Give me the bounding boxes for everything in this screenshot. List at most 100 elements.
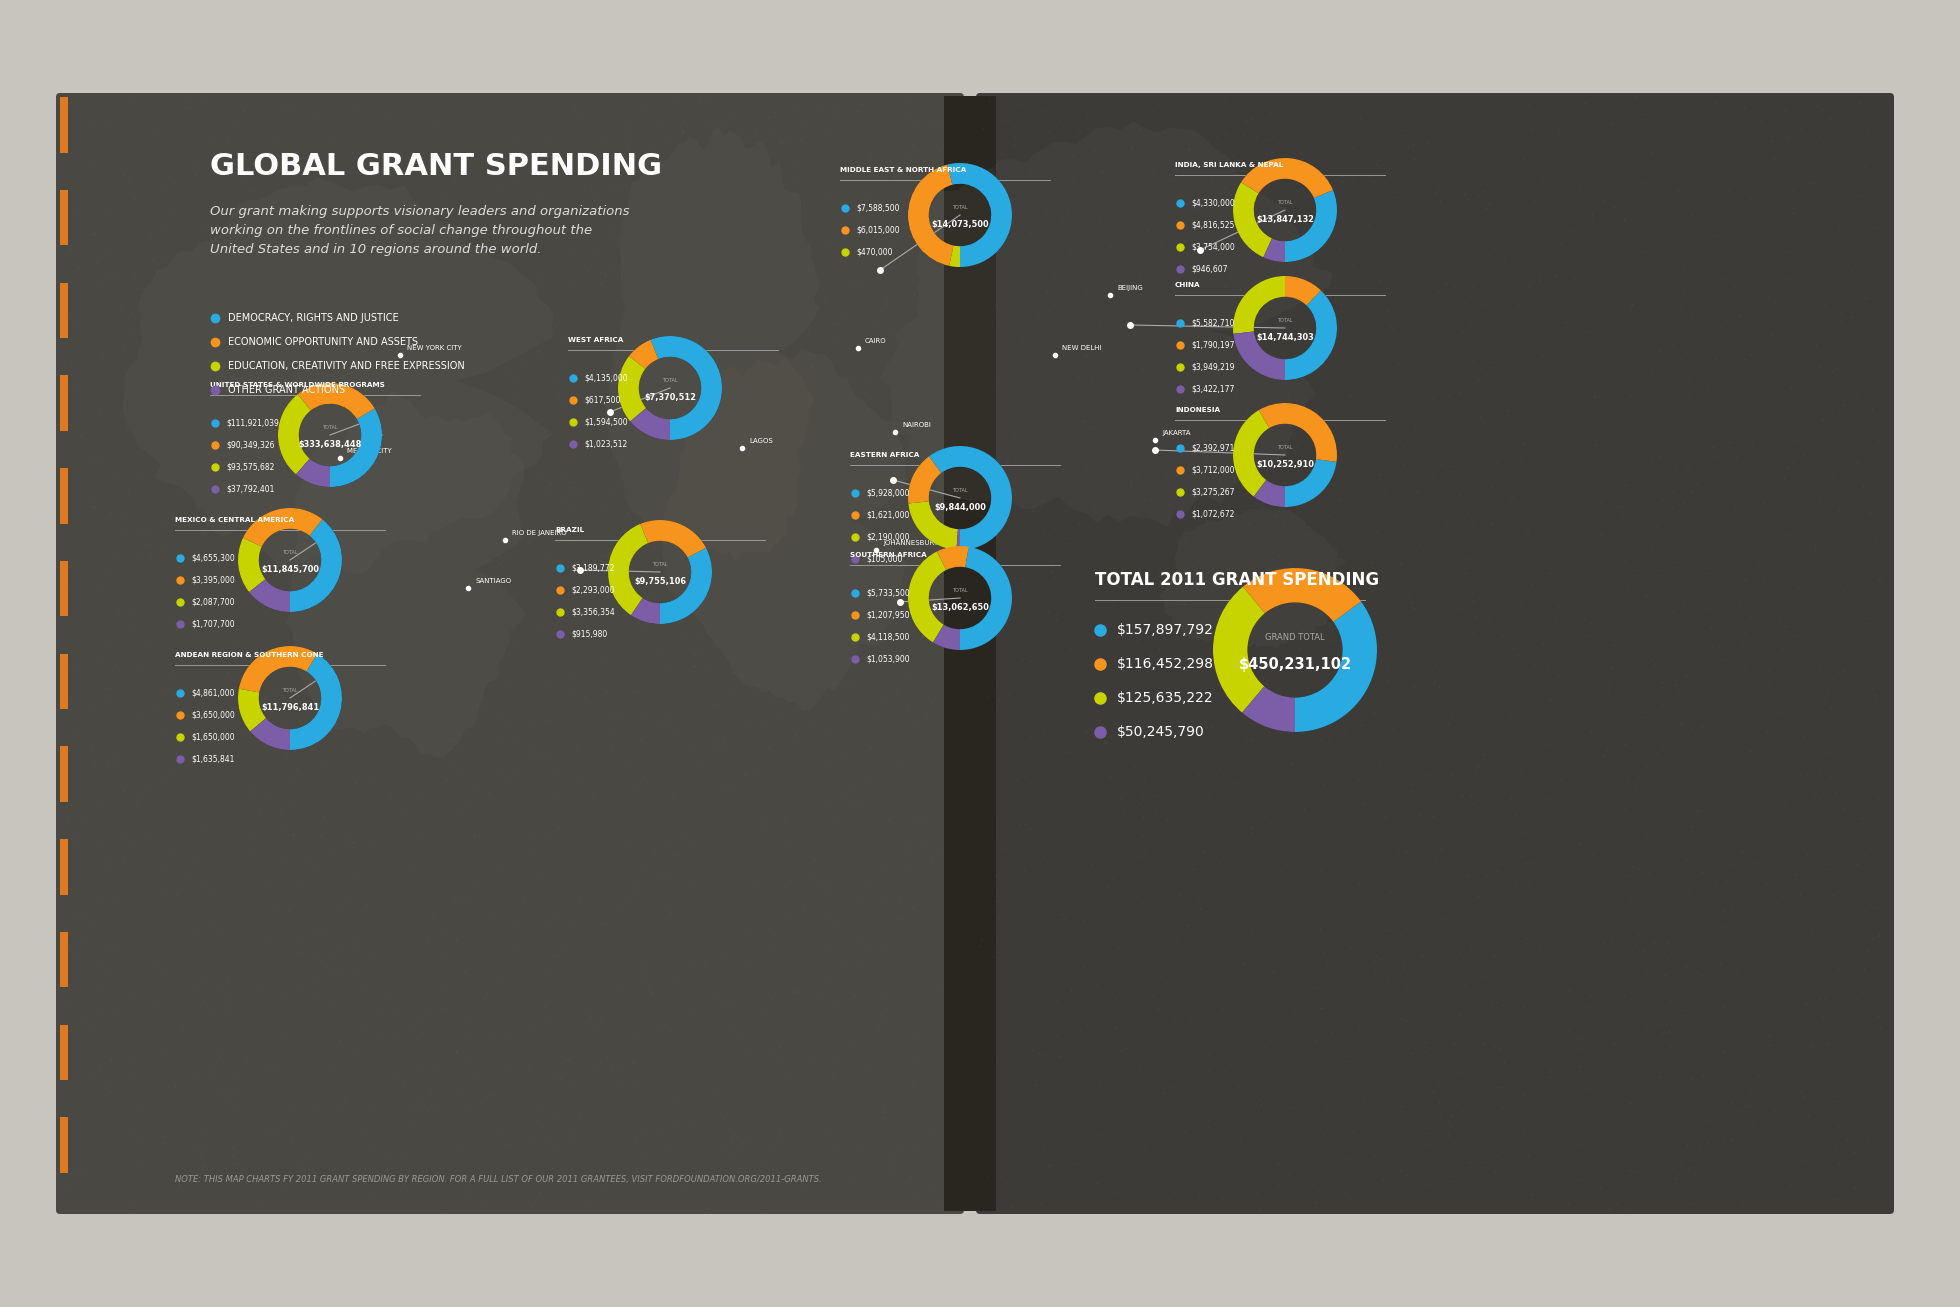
Bar	[61, 746, 69, 802]
Text: $3,650,000: $3,650,000	[190, 711, 235, 719]
Text: TOTAL: TOTAL	[953, 588, 968, 592]
Wedge shape	[608, 524, 649, 616]
Text: $157,897,792: $157,897,792	[1117, 623, 1213, 637]
Wedge shape	[1233, 403, 1337, 507]
Bar	[61, 190, 69, 246]
Text: $1,650,000: $1,650,000	[190, 732, 235, 741]
Text: NEW DELHI: NEW DELHI	[1062, 345, 1102, 352]
Text: INDIA, SRI LANKA & NEPAL: INDIA, SRI LANKA & NEPAL	[1174, 162, 1284, 169]
Wedge shape	[1233, 276, 1286, 333]
Text: $50,245,790: $50,245,790	[1117, 725, 1205, 738]
Wedge shape	[661, 548, 711, 623]
Wedge shape	[641, 520, 706, 558]
Wedge shape	[1258, 403, 1337, 461]
Text: INDONESIA: INDONESIA	[1174, 406, 1221, 413]
Text: JAKARTA: JAKARTA	[1162, 430, 1190, 437]
Wedge shape	[960, 546, 1011, 650]
Text: $5,928,000: $5,928,000	[866, 489, 909, 498]
Polygon shape	[1160, 507, 1345, 648]
Text: UNITED STATES & WORLDWIDE PROGRAMS: UNITED STATES & WORLDWIDE PROGRAMS	[210, 382, 384, 388]
Text: $3,422,177: $3,422,177	[1192, 384, 1235, 393]
Wedge shape	[237, 508, 341, 612]
Text: $125,635,222: $125,635,222	[1117, 691, 1213, 704]
Text: $93,575,682: $93,575,682	[225, 463, 274, 472]
Text: NEW YORK CITY: NEW YORK CITY	[408, 345, 463, 352]
Text: MEXICO CITY: MEXICO CITY	[347, 448, 392, 454]
Text: $5,733,500: $5,733,500	[866, 588, 909, 597]
Text: $4,861,000: $4,861,000	[190, 689, 235, 698]
Text: $7,370,512: $7,370,512	[645, 393, 696, 401]
Wedge shape	[290, 654, 341, 750]
Text: $617,500: $617,500	[584, 396, 621, 404]
FancyBboxPatch shape	[976, 93, 1893, 1214]
Wedge shape	[1233, 332, 1286, 380]
Text: $1,053,900: $1,053,900	[866, 655, 909, 664]
Text: $5,582,710: $5,582,710	[1192, 319, 1235, 328]
Text: $3,356,354: $3,356,354	[570, 608, 615, 617]
Text: SOUTHERN AFRICA: SOUTHERN AFRICA	[851, 552, 927, 558]
Wedge shape	[1286, 190, 1337, 261]
Wedge shape	[290, 519, 341, 612]
Text: $4,135,000: $4,135,000	[584, 374, 627, 383]
Text: SANTIAGO: SANTIAGO	[474, 578, 512, 584]
Bar	[61, 839, 69, 895]
Text: TOTAL: TOTAL	[1278, 318, 1294, 323]
Text: $1,594,500: $1,594,500	[584, 417, 627, 426]
Text: $13,847,132: $13,847,132	[1256, 214, 1313, 223]
Wedge shape	[1286, 290, 1337, 380]
Text: $9,755,106: $9,755,106	[633, 576, 686, 586]
Wedge shape	[239, 646, 318, 693]
Text: LAGOS: LAGOS	[749, 438, 772, 444]
Text: $90,349,326: $90,349,326	[225, 440, 274, 450]
Wedge shape	[629, 340, 659, 369]
Text: $470,000: $470,000	[857, 247, 892, 256]
Wedge shape	[907, 163, 1011, 267]
Text: TOTAL: TOTAL	[1278, 444, 1294, 450]
Wedge shape	[651, 336, 721, 440]
Polygon shape	[880, 122, 1333, 527]
Bar	[61, 375, 69, 431]
FancyBboxPatch shape	[57, 93, 964, 1214]
Wedge shape	[631, 408, 670, 440]
Text: $1,207,950: $1,207,950	[866, 610, 909, 620]
Text: $4,118,500: $4,118,500	[866, 633, 909, 642]
Text: EASTERN AFRICA: EASTERN AFRICA	[851, 452, 919, 457]
Text: RIO DE JANEIRO: RIO DE JANEIRO	[512, 531, 566, 536]
Text: DEMOCRACY, RIGHTS AND JUSTICE: DEMOCRACY, RIGHTS AND JUSTICE	[227, 312, 398, 323]
Polygon shape	[123, 176, 553, 574]
Text: TOTAL: TOTAL	[321, 425, 337, 430]
Text: $1,023,512: $1,023,512	[584, 439, 627, 448]
Text: BEIJING: BEIJING	[1117, 285, 1143, 291]
Text: $10,252,910: $10,252,910	[1256, 460, 1313, 469]
Text: $4,330,000: $4,330,000	[1192, 199, 1235, 208]
Text: GRAND TOTAL: GRAND TOTAL	[1266, 633, 1325, 642]
Wedge shape	[237, 537, 265, 592]
Text: BRAZIL: BRAZIL	[555, 527, 584, 533]
Wedge shape	[907, 552, 947, 643]
Text: NAIROBI: NAIROBI	[902, 422, 931, 427]
Wedge shape	[298, 383, 374, 420]
Wedge shape	[617, 336, 721, 440]
Wedge shape	[278, 395, 312, 474]
Text: $3,275,267: $3,275,267	[1192, 488, 1235, 497]
Wedge shape	[1296, 601, 1378, 732]
Text: $1,790,197: $1,790,197	[1192, 341, 1235, 349]
Text: $4,816,525: $4,816,525	[1192, 221, 1235, 230]
Wedge shape	[1233, 158, 1337, 261]
Text: MEXICO & CENTRAL AMERICA: MEXICO & CENTRAL AMERICA	[174, 518, 294, 523]
Bar	[61, 1117, 69, 1172]
Wedge shape	[1233, 276, 1337, 380]
Wedge shape	[1233, 410, 1270, 497]
Polygon shape	[659, 348, 907, 711]
Text: ANDEAN REGION & SOUTHERN CONE: ANDEAN REGION & SOUTHERN CONE	[174, 652, 323, 657]
Wedge shape	[1286, 459, 1337, 507]
Wedge shape	[617, 356, 647, 421]
Wedge shape	[296, 459, 329, 488]
Wedge shape	[947, 163, 1011, 267]
Text: $116,452,298: $116,452,298	[1117, 657, 1213, 670]
Wedge shape	[237, 689, 267, 732]
Text: $946,607: $946,607	[1192, 264, 1227, 273]
Wedge shape	[956, 529, 960, 550]
FancyBboxPatch shape	[945, 95, 996, 1212]
Wedge shape	[1243, 686, 1296, 732]
